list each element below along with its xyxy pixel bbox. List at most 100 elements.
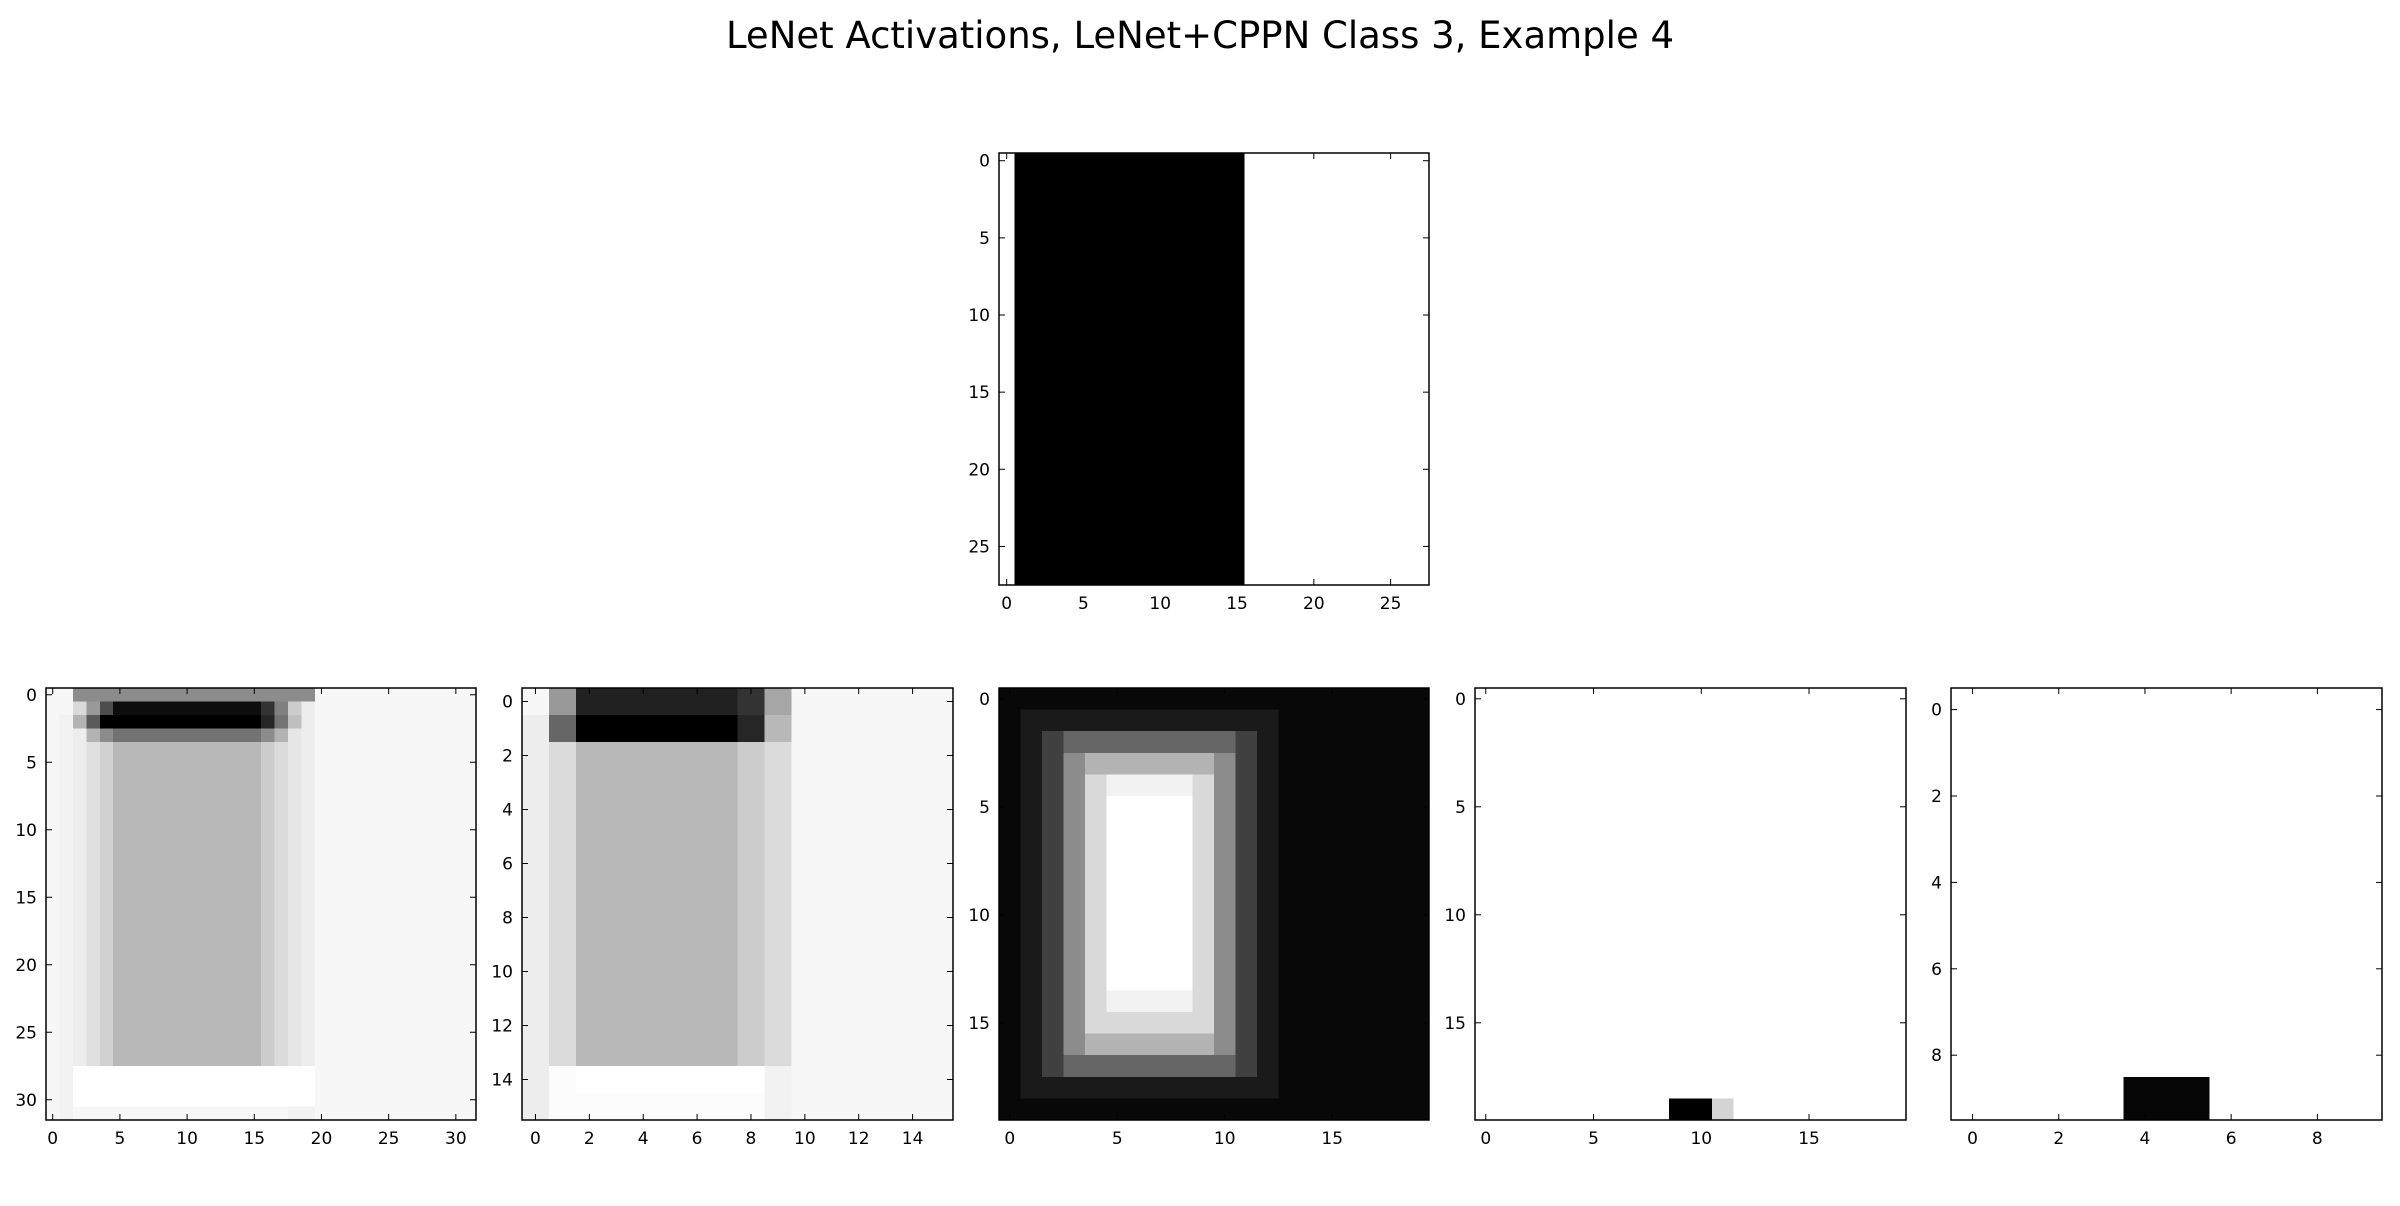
heatmap-cell — [1475, 1055, 1498, 1078]
heatmap-cell — [1364, 709, 1387, 732]
heatmap-cell — [408, 1106, 423, 1121]
heatmap-cell — [1183, 276, 1200, 293]
heatmap-cell — [1561, 752, 1584, 775]
heatmap-cell — [1214, 839, 1237, 862]
heatmap-cell — [1518, 752, 1541, 775]
heatmap-cell — [1300, 860, 1323, 883]
heatmap-cell — [1183, 214, 1200, 231]
heatmap-cell — [1275, 230, 1292, 247]
heatmap-cell — [1712, 860, 1735, 883]
heatmap-cell — [1045, 291, 1062, 308]
heatmap-cell — [207, 715, 222, 730]
heatmap-cell — [1382, 569, 1399, 586]
heatmap-cell — [2123, 904, 2168, 948]
heatmap-cell — [368, 836, 383, 851]
heatmap-cell — [1755, 1098, 1778, 1121]
heatmap-cell — [328, 796, 343, 811]
heatmap-cell — [1413, 168, 1430, 185]
heatmap-cell — [1398, 230, 1415, 247]
heatmap-cell — [355, 890, 370, 905]
heatmap-cell — [1075, 291, 1092, 308]
heatmap-cell — [1625, 839, 1648, 862]
heatmap-cell — [153, 944, 168, 959]
heatmap-cell — [220, 728, 235, 743]
heatmap-cell — [86, 944, 101, 959]
heatmap-cell — [287, 958, 302, 973]
heatmap-cell — [1278, 1033, 1301, 1056]
y-tick-label: 6 — [1931, 960, 1942, 980]
heatmap-cell — [1321, 904, 1344, 927]
heatmap-cell — [1167, 322, 1184, 339]
heatmap-cell — [46, 701, 61, 716]
heatmap-cell — [72, 688, 87, 703]
heatmap-cell — [207, 890, 222, 905]
heatmap-cell — [1091, 538, 1108, 555]
heatmap-cell — [1229, 477, 1246, 494]
y-tick-label: 10 — [968, 906, 990, 926]
heatmap-cell — [1229, 569, 1246, 586]
heatmap-cell — [656, 823, 685, 851]
x-tick-label: 10 — [794, 1129, 816, 1149]
heatmap-cell — [1167, 291, 1184, 308]
heatmap-cell — [1167, 507, 1184, 524]
heatmap-cell — [999, 168, 1015, 185]
heatmap-cell — [368, 742, 383, 757]
heatmap-cell — [1798, 752, 1821, 775]
heatmap-cell — [1496, 752, 1519, 775]
heatmap-cell — [1244, 153, 1261, 170]
heatmap-cell — [1413, 384, 1430, 401]
heatmap-cell — [328, 1093, 343, 1108]
heatmap-cell — [1137, 153, 1154, 170]
heatmap-cell — [1367, 415, 1384, 432]
heatmap-cell — [1128, 860, 1151, 883]
heatmap-cell — [86, 701, 101, 716]
heatmap-cell — [46, 863, 61, 878]
heatmap-cell — [207, 1039, 222, 1054]
heatmap-cell — [1539, 688, 1562, 711]
heatmap-cell — [1539, 1033, 1562, 1056]
heatmap-cell — [314, 877, 329, 892]
heatmap-cell — [1776, 1055, 1799, 1078]
heatmap-cell — [1137, 492, 1154, 509]
heatmap-cell — [207, 809, 222, 824]
heatmap-cell — [1290, 199, 1307, 216]
heatmap-cell — [629, 823, 658, 851]
heatmap-cell — [193, 1012, 208, 1027]
heatmap-cell — [261, 1039, 276, 1054]
heatmap-cell — [113, 796, 128, 811]
heatmap-cell — [113, 742, 128, 757]
heatmap-cell — [422, 890, 437, 905]
heatmap-cell — [153, 877, 168, 892]
heatmap-cell — [1398, 291, 1415, 308]
heatmap-cell — [1364, 1012, 1387, 1035]
heatmap-cell — [1625, 796, 1648, 819]
heatmap-cell — [1014, 477, 1031, 494]
heatmap-cell — [1367, 168, 1384, 185]
heatmap-cell — [166, 688, 181, 703]
heatmap-cell — [113, 715, 128, 730]
heatmap-cell — [1862, 752, 1886, 775]
heatmap-cell — [462, 701, 477, 716]
heatmap-cell — [683, 958, 712, 986]
heatmap-cell — [2209, 1033, 2254, 1078]
heatmap-cell — [1364, 1076, 1387, 1099]
heatmap-cell — [287, 917, 302, 932]
heatmap-cell — [899, 796, 927, 824]
heatmap-cell — [1085, 774, 1108, 797]
heatmap-cell — [1152, 214, 1169, 231]
heatmap-cell — [548, 1012, 577, 1040]
heatmap-cell — [126, 836, 141, 851]
heatmap-cell — [46, 931, 61, 946]
heatmap-cell — [1407, 904, 1430, 927]
heatmap-cell — [368, 863, 383, 878]
heatmap-cell — [999, 1055, 1022, 1078]
heatmap-cell — [1819, 968, 1842, 991]
heatmap-cell — [1152, 307, 1169, 324]
heatmap-cell — [1137, 554, 1154, 571]
heatmap-cell — [999, 307, 1015, 324]
heatmap-cell — [395, 1093, 410, 1108]
heatmap-cell — [1712, 1012, 1735, 1035]
heatmap-cell — [314, 1106, 329, 1121]
heatmap-cell — [1167, 477, 1184, 494]
heatmap-cell — [683, 877, 712, 905]
